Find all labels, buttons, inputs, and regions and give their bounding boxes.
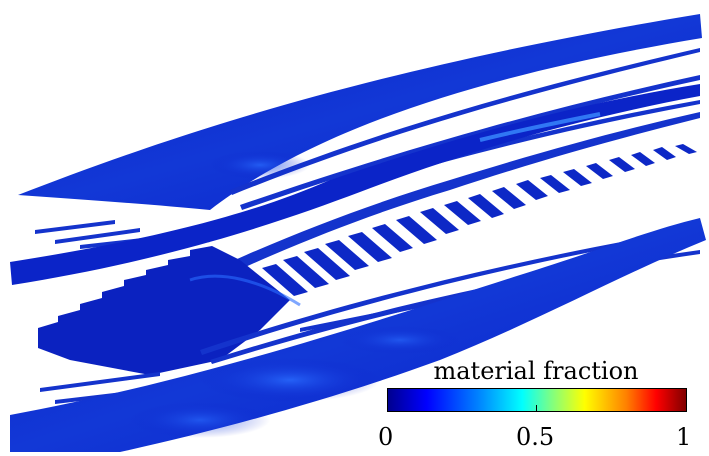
diagonal-blades: [262, 144, 697, 296]
colorbar: [387, 388, 687, 412]
top-sheet: [18, 14, 702, 210]
colorbar-title: material fraction: [433, 357, 639, 385]
middle-sheet: [10, 84, 700, 285]
colorbar-tick-mid: [536, 405, 537, 411]
colorbar-label-min: 0: [378, 423, 394, 451]
colorbar-label-mid: 0.5: [516, 423, 555, 451]
colorbar-label-max: 1: [676, 423, 692, 451]
